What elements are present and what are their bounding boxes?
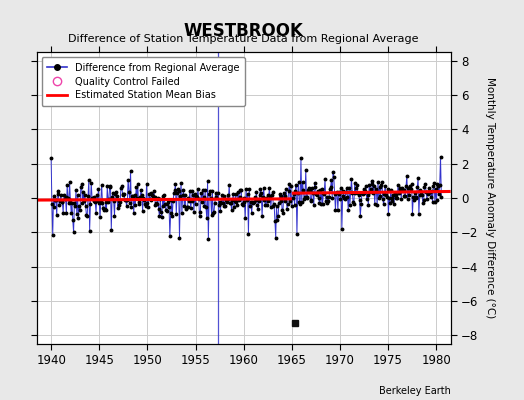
Text: WESTBROOK: WESTBROOK (184, 22, 303, 40)
Text: Difference of Station Temperature Data from Regional Average: Difference of Station Temperature Data f… (69, 34, 419, 44)
Text: Berkeley Earth: Berkeley Earth (379, 386, 451, 396)
Y-axis label: Monthly Temperature Anomaly Difference (°C): Monthly Temperature Anomaly Difference (… (485, 77, 495, 319)
